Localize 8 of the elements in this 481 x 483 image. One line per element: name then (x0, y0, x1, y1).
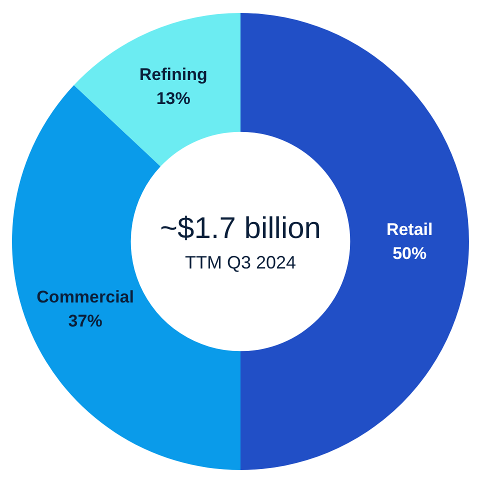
data-label: 37% (68, 311, 102, 330)
slice-label: Commercial (36, 287, 134, 306)
data-label: 50% (392, 244, 427, 264)
text: ~$1.7 billion (160, 212, 321, 245)
text: TTM Q3 2024 (184, 252, 296, 272)
slice-label: Refining (139, 65, 208, 84)
slice-label: Retail (386, 220, 433, 240)
data-label: 13% (156, 89, 190, 108)
